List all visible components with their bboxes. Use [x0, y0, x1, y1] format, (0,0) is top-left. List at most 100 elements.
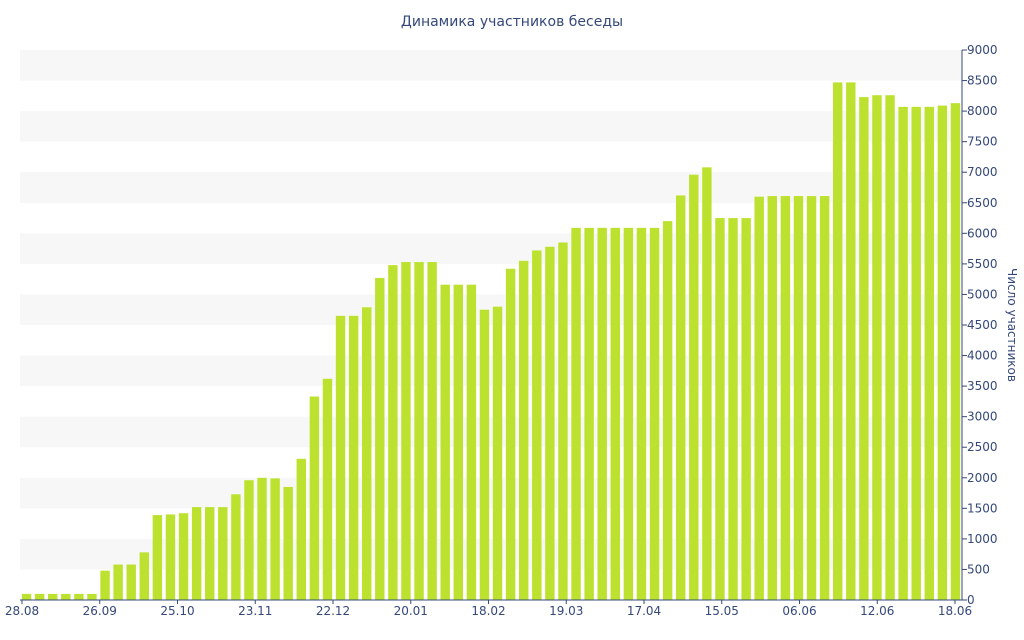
bar [793, 196, 804, 600]
bar [715, 218, 725, 600]
grid-band [20, 477, 962, 509]
bar [819, 196, 830, 600]
bar [780, 196, 791, 600]
x-tick-label: 18.06 [938, 604, 972, 618]
bar [453, 284, 463, 600]
bar-series [21, 82, 961, 601]
grid-band [20, 355, 962, 387]
grid-band [20, 50, 962, 81]
bar [689, 174, 699, 601]
axes: 0 500 1000 1500 2000 2500 3000 3500 4000 4500 5000… [5, 43, 1019, 618]
bar [152, 515, 163, 600]
y-tick-label: 4500 [967, 318, 998, 332]
bar [846, 82, 856, 600]
bar [348, 315, 359, 600]
bar [702, 167, 712, 600]
bar [388, 265, 398, 600]
grid-band [20, 233, 962, 264]
bar [466, 284, 477, 600]
grid-band [20, 294, 962, 325]
grid-band [20, 172, 962, 203]
bar [924, 106, 934, 600]
bar [623, 227, 634, 600]
y-tick-label: 9000 [967, 43, 998, 57]
x-tick-label: 23.11 [238, 604, 272, 618]
bar [492, 306, 503, 600]
bar [322, 378, 333, 600]
bar [833, 82, 843, 600]
x-tick-label: 18.02 [471, 604, 505, 618]
bar [872, 95, 882, 600]
bar [231, 494, 241, 600]
bar [375, 277, 385, 600]
x-tick-label: 15.05 [705, 604, 739, 618]
bar [139, 552, 149, 600]
bar [283, 486, 293, 600]
bar [806, 196, 817, 600]
bar [309, 396, 320, 600]
bar [859, 97, 869, 600]
y-tick-label: 3500 [967, 379, 998, 393]
bar [584, 227, 594, 600]
bar [676, 195, 686, 600]
y-tick-label: 1000 [967, 532, 998, 546]
bar [205, 507, 215, 600]
x-tick-label: 28.08 [5, 604, 39, 618]
bar [34, 593, 45, 600]
x-tick-label: 06.06 [782, 604, 816, 618]
bar [414, 262, 424, 600]
bar [610, 227, 620, 600]
chart-title: Динамика участников беседы [400, 14, 624, 30]
x-tick-label: 25.10 [160, 604, 194, 618]
y-tick-label: 4000 [967, 349, 998, 363]
bar [113, 564, 123, 600]
x-tick-label: 26.09 [83, 604, 117, 618]
bar [165, 514, 176, 600]
bar [244, 480, 254, 600]
bar [427, 262, 437, 600]
bar [767, 196, 777, 600]
bar [479, 309, 490, 600]
bar [754, 196, 764, 601]
y-tick-label: 5500 [967, 257, 998, 271]
bar [74, 593, 84, 600]
bar [545, 246, 555, 600]
bar [649, 227, 660, 600]
bar [911, 106, 921, 600]
bar [126, 564, 136, 600]
grid-band [20, 416, 962, 448]
bar [296, 458, 306, 600]
bar [87, 593, 97, 600]
bar [362, 307, 372, 600]
bar [662, 221, 673, 601]
y-tick-label: 500 [967, 562, 990, 576]
grid-band [20, 111, 962, 142]
bar [178, 513, 189, 600]
bar [440, 284, 450, 600]
y-tick-label: 6000 [967, 226, 998, 240]
y-tick-label: 8500 [967, 74, 998, 88]
x-tick-label: 12.06 [860, 604, 894, 618]
y-tick-label: 2500 [967, 440, 998, 454]
bar [21, 593, 32, 600]
bar [937, 105, 948, 601]
y-tick-label: 8000 [967, 104, 998, 118]
grid-band [20, 538, 962, 570]
bar [519, 260, 529, 600]
y-tick-label: 3000 [967, 410, 998, 424]
bar [257, 477, 267, 600]
y-tick-label: 5000 [967, 287, 998, 301]
y-tick-label: 0 [967, 593, 975, 607]
bar [597, 227, 607, 600]
x-tick-label: 17.04 [627, 604, 661, 618]
grid-bands [20, 50, 962, 570]
y-tick-label: 7000 [967, 165, 998, 179]
bar [728, 218, 738, 600]
y-tick-label: 2000 [967, 471, 998, 485]
y-tick-label: 6500 [967, 196, 998, 210]
bar [741, 218, 751, 600]
bar [532, 250, 542, 600]
bar [100, 570, 110, 600]
bar [571, 227, 581, 600]
